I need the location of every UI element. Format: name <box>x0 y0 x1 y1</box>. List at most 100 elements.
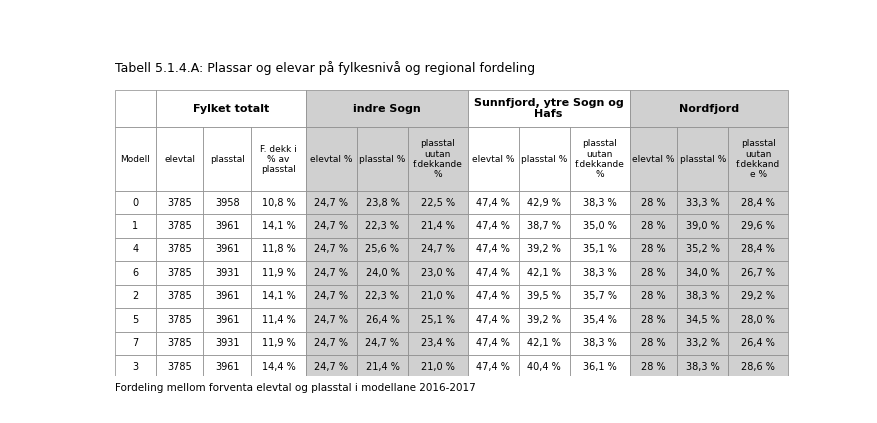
Text: 3785: 3785 <box>168 362 192 372</box>
Bar <box>729 355 788 379</box>
Bar <box>251 285 306 308</box>
Text: 35,0 %: 35,0 % <box>583 221 617 231</box>
Bar <box>115 261 156 285</box>
Bar <box>156 332 203 355</box>
Bar <box>519 238 570 261</box>
Bar <box>729 285 788 308</box>
Bar <box>570 238 630 261</box>
Text: 7: 7 <box>132 338 139 348</box>
Bar <box>630 285 677 308</box>
Bar <box>357 238 408 261</box>
Bar <box>677 332 729 355</box>
Text: plasstal %: plasstal % <box>360 154 406 164</box>
Text: 26,7 %: 26,7 % <box>741 268 775 278</box>
Text: 39,2 %: 39,2 % <box>527 244 561 255</box>
Text: 22,3 %: 22,3 % <box>366 291 399 301</box>
Bar <box>467 308 519 332</box>
Bar <box>630 332 677 355</box>
Text: 35,7 %: 35,7 % <box>582 291 617 301</box>
Text: Fordeling mellom forventa elevtal og plasstal i modellane 2016-2017: Fordeling mellom forventa elevtal og pla… <box>115 383 476 393</box>
Bar <box>306 355 357 379</box>
Bar <box>729 261 788 285</box>
Text: 24,7 %: 24,7 % <box>366 338 399 348</box>
Text: 38,3 %: 38,3 % <box>583 268 617 278</box>
Bar <box>630 308 677 332</box>
Text: Sunnfjord, ytre Sogn og
Hafs: Sunnfjord, ytre Sogn og Hafs <box>474 98 624 119</box>
Bar <box>519 332 570 355</box>
Bar <box>306 308 357 332</box>
Text: 47,4 %: 47,4 % <box>476 338 510 348</box>
Bar <box>570 308 630 332</box>
Text: Fylket totalt: Fylket totalt <box>193 104 269 113</box>
Text: 10,8 %: 10,8 % <box>261 198 296 208</box>
Bar <box>467 127 519 191</box>
Bar <box>357 355 408 379</box>
Bar <box>630 127 677 191</box>
Bar <box>156 127 203 191</box>
Text: 47,4 %: 47,4 % <box>476 198 510 208</box>
Bar <box>203 355 251 379</box>
Bar <box>357 261 408 285</box>
Text: 21,4 %: 21,4 % <box>366 362 399 372</box>
Text: 21,4 %: 21,4 % <box>421 221 455 231</box>
Bar <box>115 355 156 379</box>
Bar <box>630 238 677 261</box>
Bar <box>115 238 156 261</box>
Bar <box>519 261 570 285</box>
Text: 42,1 %: 42,1 % <box>527 338 561 348</box>
Text: 39,2 %: 39,2 % <box>527 315 561 325</box>
Text: 24,0 %: 24,0 % <box>366 268 399 278</box>
Bar <box>677 308 729 332</box>
Bar <box>203 238 251 261</box>
Bar <box>203 285 251 308</box>
Text: 47,4 %: 47,4 % <box>476 291 510 301</box>
Text: 24,7 %: 24,7 % <box>421 244 455 255</box>
Text: 28 %: 28 % <box>641 338 666 348</box>
Text: 24,7 %: 24,7 % <box>314 315 348 325</box>
Text: 21,0 %: 21,0 % <box>421 291 455 301</box>
Bar <box>115 285 156 308</box>
Bar <box>203 127 251 191</box>
Text: 24,7 %: 24,7 % <box>314 338 348 348</box>
Bar <box>251 332 306 355</box>
Text: 24,7 %: 24,7 % <box>314 291 348 301</box>
Bar <box>306 261 357 285</box>
Bar <box>408 238 467 261</box>
Text: 3931: 3931 <box>215 268 239 278</box>
Bar <box>729 127 788 191</box>
Text: 28 %: 28 % <box>641 315 666 325</box>
Bar <box>677 191 729 214</box>
Bar <box>357 332 408 355</box>
Text: 42,9 %: 42,9 % <box>527 198 561 208</box>
Text: Modell: Modell <box>120 154 150 164</box>
Bar <box>408 261 467 285</box>
Bar <box>115 191 156 214</box>
Bar <box>156 214 203 238</box>
Text: 47,4 %: 47,4 % <box>476 244 510 255</box>
Bar <box>156 238 203 261</box>
Bar <box>630 191 677 214</box>
Text: 47,4 %: 47,4 % <box>476 268 510 278</box>
Bar <box>467 214 519 238</box>
Text: Nordfjord: Nordfjord <box>679 104 738 113</box>
Bar <box>467 355 519 379</box>
Text: 3961: 3961 <box>215 244 239 255</box>
Text: 28,4 %: 28,4 % <box>741 198 775 208</box>
Text: plasstal
uutan
f.dekkand
e %: plasstal uutan f.dekkand e % <box>736 140 781 179</box>
Text: 6: 6 <box>132 268 139 278</box>
Text: 38,7 %: 38,7 % <box>527 221 561 231</box>
Text: 3: 3 <box>132 362 139 372</box>
Text: 11,9 %: 11,9 % <box>261 268 296 278</box>
Bar <box>570 214 630 238</box>
Bar <box>251 308 306 332</box>
Text: 38,3 %: 38,3 % <box>583 198 617 208</box>
Bar <box>570 261 630 285</box>
Text: 34,0 %: 34,0 % <box>686 268 720 278</box>
Bar <box>630 355 677 379</box>
Bar <box>306 214 357 238</box>
Bar <box>519 191 570 214</box>
Text: 4: 4 <box>132 244 139 255</box>
Text: 29,6 %: 29,6 % <box>741 221 775 231</box>
Text: 3785: 3785 <box>168 315 192 325</box>
Text: 23,0 %: 23,0 % <box>421 268 455 278</box>
